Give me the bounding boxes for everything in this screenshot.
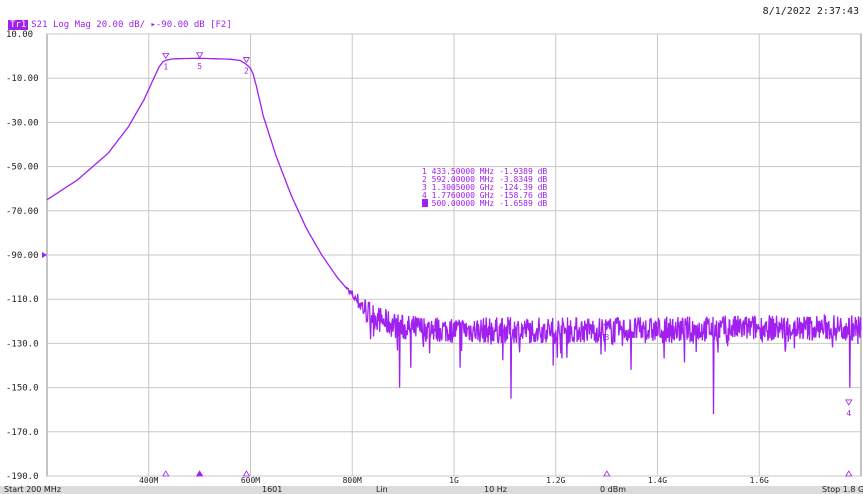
y-tick-label: -170.0 bbox=[6, 428, 39, 438]
y-tick-label: -150.0 bbox=[6, 384, 39, 394]
status-footer: Start 200 MHz 1601 Lin 10 Hz 0 dBm Stop … bbox=[0, 486, 863, 494]
trace-header-text: S21 Log Mag 20.00 dB/ ▸-90.00 dB [F2] bbox=[31, 20, 231, 30]
y-tick-label: -10.00 bbox=[6, 74, 39, 84]
x-tick-label: 600M bbox=[241, 476, 260, 485]
x-tick-label: 1G bbox=[449, 476, 459, 485]
timestamp: 8/1/2022 2:37:43 bbox=[763, 6, 859, 17]
y-tick-label: -90.00 bbox=[6, 251, 39, 261]
y-tick-label: -70.00 bbox=[6, 207, 39, 217]
footer-start: Start 200 MHz bbox=[4, 486, 61, 494]
trace-badge[interactable]: Tr1 bbox=[8, 20, 28, 30]
x-tick-label: 1.4G bbox=[648, 476, 667, 485]
y-tick-label: 10.00 bbox=[6, 30, 33, 40]
y-tick-label: -110.0 bbox=[6, 295, 39, 305]
reference-pointer bbox=[42, 252, 47, 258]
footer-points: 1601 bbox=[262, 486, 282, 494]
marker-4-label: 4 bbox=[846, 409, 851, 418]
x-tick-label: 1.2G bbox=[546, 476, 565, 485]
marker-readout-5: 5 500.00000 MHz -1.6589 dB bbox=[422, 199, 547, 208]
marker-3-label: 3 bbox=[604, 333, 609, 342]
y-tick-label: -130.0 bbox=[6, 339, 39, 349]
footer-sweep-type: Lin bbox=[376, 486, 388, 494]
y-tick-label: -50.00 bbox=[6, 163, 39, 173]
marker-2-label: 2 bbox=[244, 67, 249, 76]
y-tick-label: -190.0 bbox=[6, 472, 39, 482]
marker-5-label: 5 bbox=[197, 62, 202, 71]
footer-power: 0 dBm bbox=[600, 486, 626, 494]
x-tick-label: 400M bbox=[139, 476, 158, 485]
x-tick-label: 1.6G bbox=[750, 476, 769, 485]
footer-ifbw: 10 Hz bbox=[484, 486, 507, 494]
marker-1-label: 1 bbox=[163, 62, 168, 71]
x-tick-label: 800M bbox=[343, 476, 362, 485]
trace-header[interactable]: Tr1 S21 Log Mag 20.00 dB/ ▸-90.00 dB [F2] bbox=[8, 20, 232, 30]
y-tick-label: -30.00 bbox=[6, 118, 39, 128]
footer-stop: Stop 1.8 GHz bbox=[822, 486, 863, 494]
